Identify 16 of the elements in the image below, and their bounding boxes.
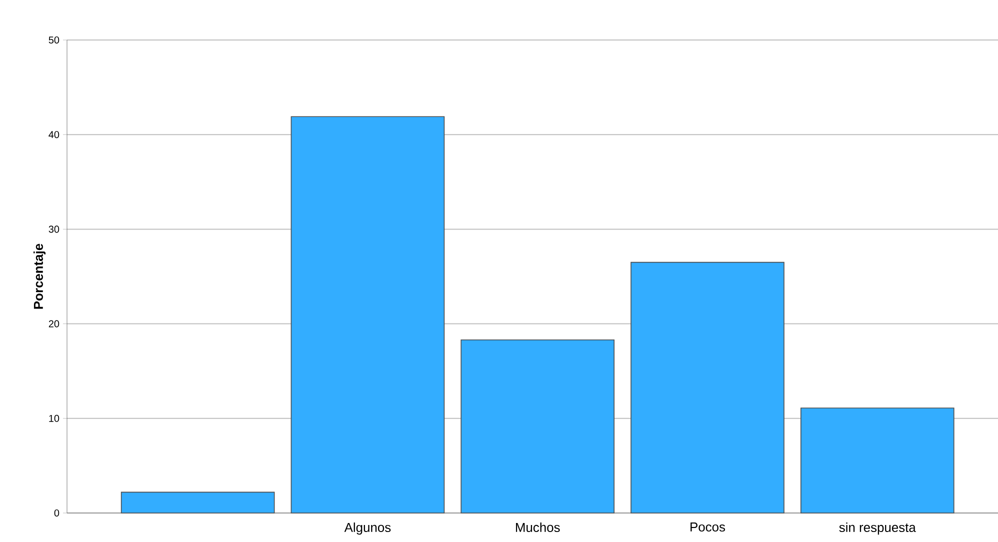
y-tick-label: 20 [48,320,60,328]
y-tick-label: 50 [48,36,60,44]
y-tick-label: 30 [48,226,60,233]
x-tick-label: Pocos [690,522,726,532]
y-tick-label: 10 [49,414,60,422]
x-tick-label: sin respuesta [839,522,916,535]
x-tick-label: Muchos [516,522,560,532]
bar [630,262,784,514]
y-axis-title: Porcentaje [33,244,46,309]
y-tick-label: 40 [48,131,60,138]
y-tick-label: 0 [54,509,60,517]
bar [120,492,275,514]
x-tick-label: Algunos [344,522,391,535]
bar [290,116,445,514]
bar [800,408,954,514]
bar [460,339,615,514]
